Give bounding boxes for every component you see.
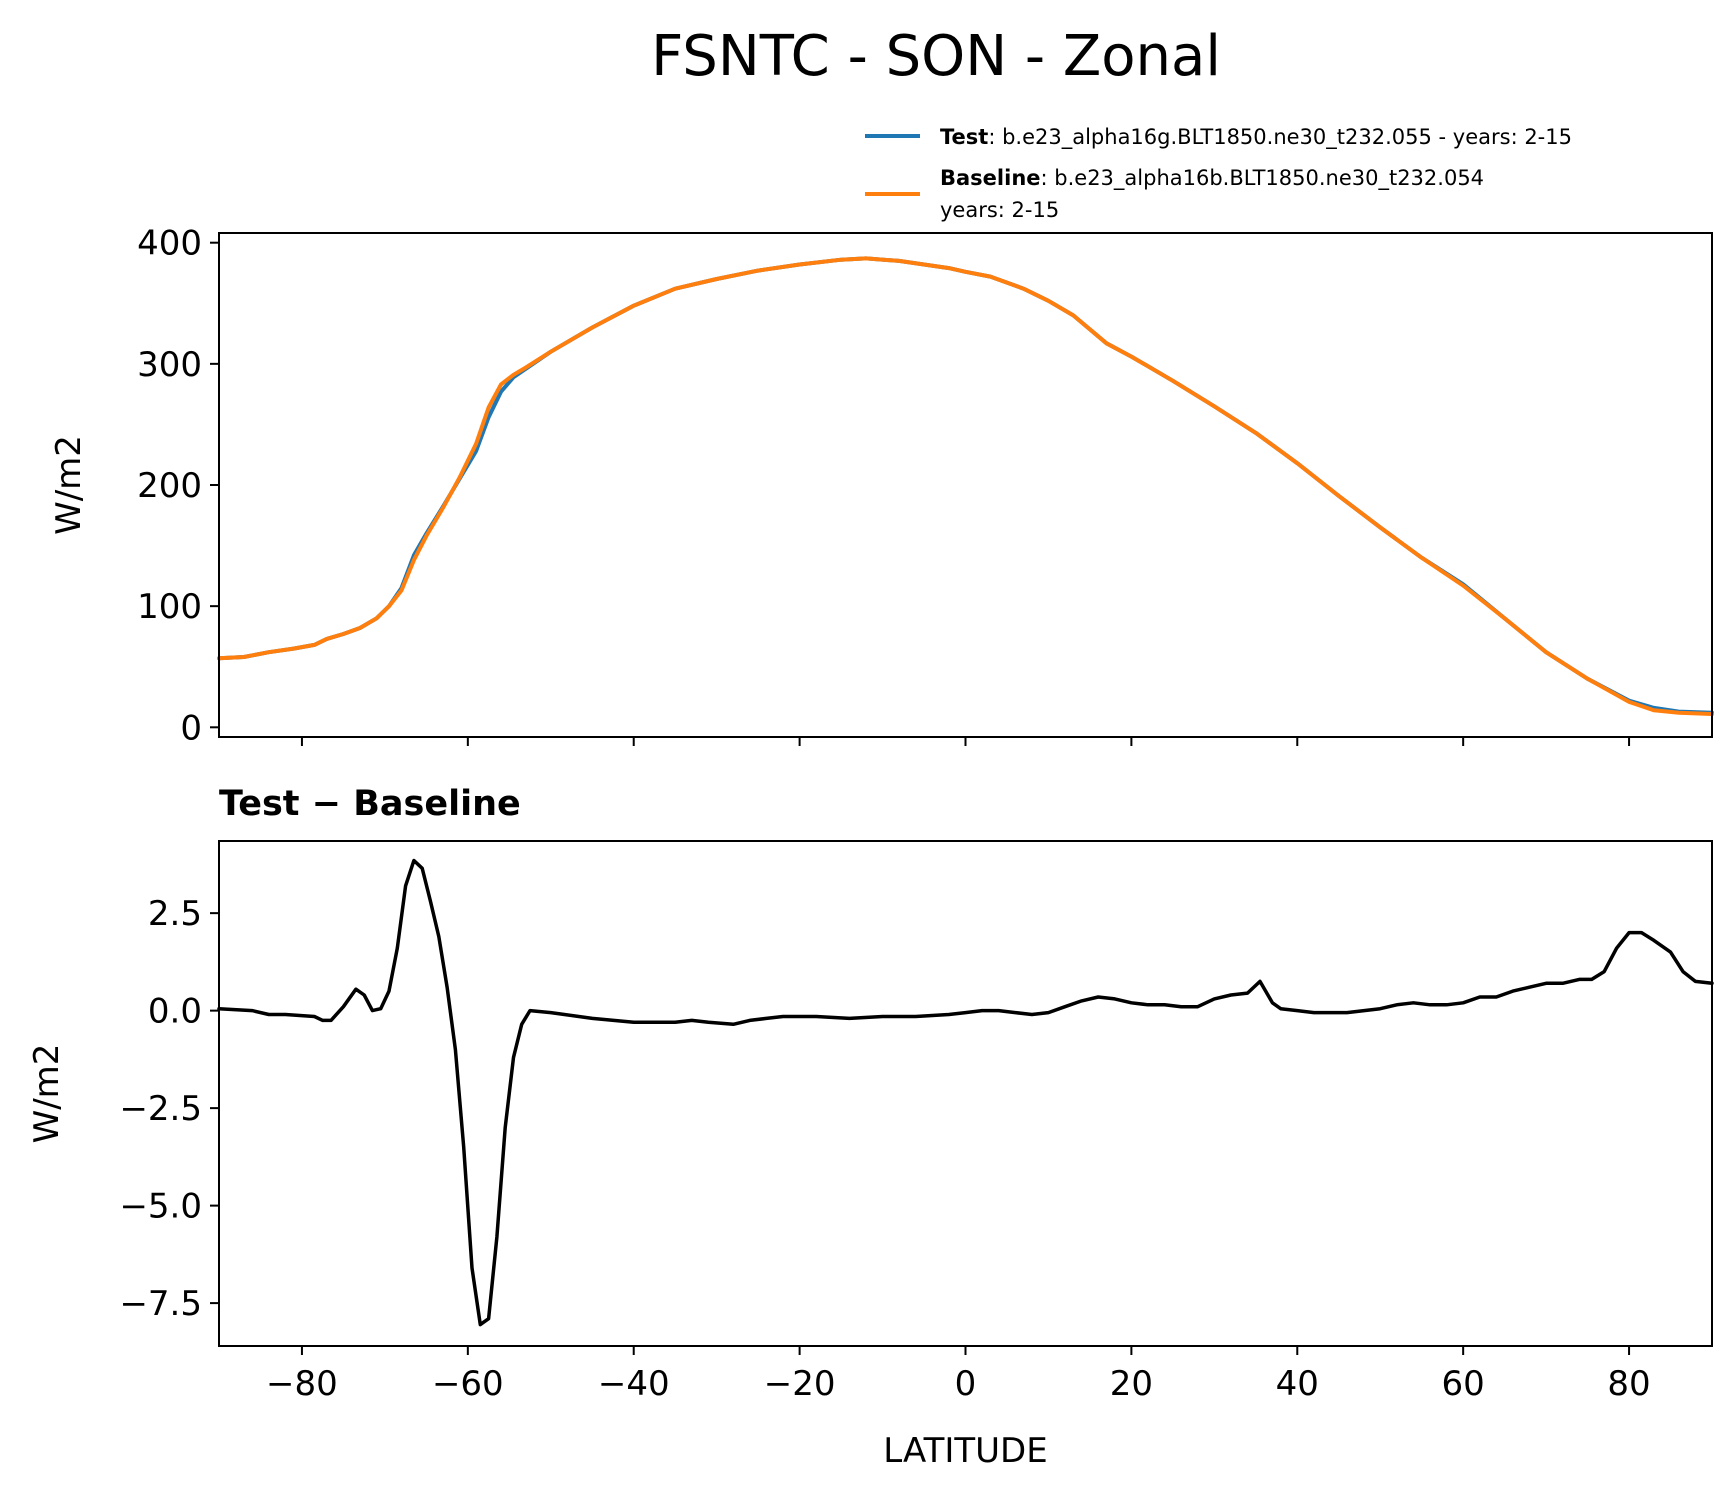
diff-ytick-label: −7.5 <box>119 1284 202 1324</box>
diff-xtick-label: 0 <box>955 1364 977 1404</box>
diff-xtick-label: 40 <box>1276 1364 1319 1404</box>
diff-xtick-label: 60 <box>1442 1364 1485 1404</box>
diff-xtick-label: 20 <box>1110 1364 1153 1404</box>
diff-xtick-label: 80 <box>1607 1364 1650 1404</box>
top-ytick-label: 200 <box>137 466 202 506</box>
top-series-baseline <box>217 256 1714 716</box>
diff-xtick-label: −80 <box>266 1364 338 1404</box>
top-ylabel: W/m2 <box>49 435 89 535</box>
legend-baseline-name: Baseline <box>940 166 1041 190</box>
legend: Test: b.e23_alpha16g.BLT1850.ne30_t232.0… <box>865 125 1572 222</box>
diff-title: Test − Baseline <box>219 784 521 824</box>
legend-test-desc: : b.e23_alpha16g.BLT1850.ne30_t232.055 -… <box>988 125 1572 150</box>
bottom-axes: Test − Baseline 2.5 0.0 −2.5 −5.0 −7.5 −80 −60… <box>27 784 1714 1471</box>
diff-ytick-label: 0.0 <box>148 992 202 1032</box>
diff-ylabel: W/m2 <box>27 1044 67 1144</box>
diff-ytick-label: 2.5 <box>148 894 202 934</box>
top-axes: 0 100 200 300 400 W/m2 <box>49 224 1714 748</box>
legend-test-name: Test <box>940 125 988 149</box>
legend-baseline-years: years: 2-15 <box>940 198 1059 222</box>
figure-title: FSNTC - SON - Zonal <box>651 24 1221 89</box>
top-ytick-label: 300 <box>137 345 202 385</box>
diff-xtick-label: −20 <box>764 1364 836 1404</box>
top-ytick-label: 0 <box>180 708 202 748</box>
top-ytick-label: 400 <box>137 224 202 264</box>
top-ytick-label: 100 <box>137 587 202 627</box>
diff-xtick-label: −40 <box>598 1364 670 1404</box>
diff-series-test-baseline <box>217 858 1714 1327</box>
diff-xtick-label: −60 <box>432 1364 504 1404</box>
diff-ytick-label: −5.0 <box>119 1187 202 1227</box>
legend-baseline-desc: : b.e23_alpha16b.BLT1850.ne30_t232.054 <box>1041 166 1485 191</box>
diff-ytick-label: −2.5 <box>119 1089 202 1129</box>
legend-baseline-entry: Baseline: b.e23_alpha16b.BLT1850.ne30_t2… <box>940 166 1484 191</box>
diff-xlabel: LATITUDE <box>883 1431 1047 1471</box>
legend-test-entry: Test: b.e23_alpha16g.BLT1850.ne30_t232.0… <box>940 125 1572 150</box>
